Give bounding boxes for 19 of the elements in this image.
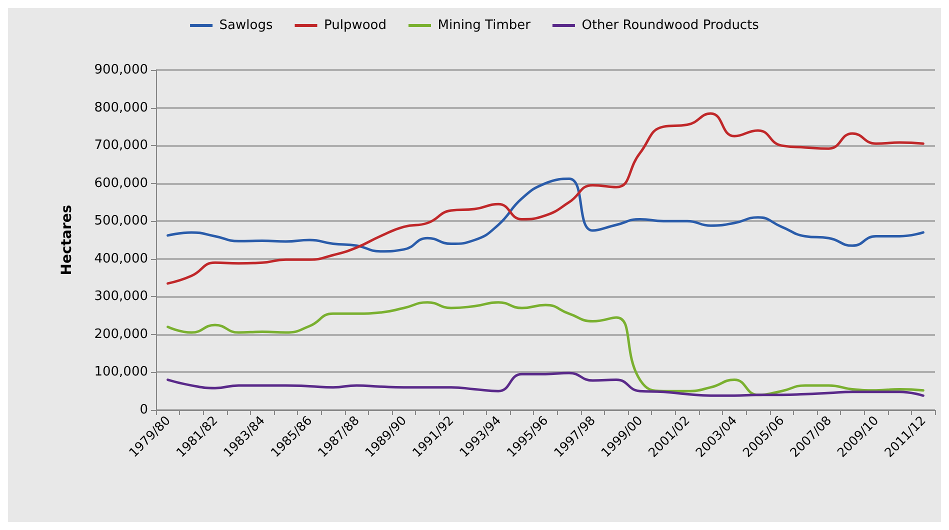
line-series bbox=[166, 372, 924, 397]
line-series bbox=[166, 112, 924, 285]
y-tick-label: 600,000 bbox=[94, 176, 148, 191]
legend-label: Pulpwood bbox=[324, 18, 387, 33]
y-tick-label: 0 bbox=[140, 402, 148, 418]
y-tick-label: 900,000 bbox=[94, 62, 148, 78]
y-tick-label: 300,000 bbox=[94, 289, 148, 304]
line-series bbox=[166, 301, 924, 396]
line-series bbox=[166, 178, 924, 253]
legend-label: Other Roundwood Products bbox=[582, 18, 760, 33]
y-tick-label: 500,000 bbox=[94, 214, 148, 229]
y-tick-label: 100,000 bbox=[94, 364, 148, 380]
y-tick-label: 200,000 bbox=[94, 326, 148, 342]
y-tick-label: 400,000 bbox=[94, 251, 148, 266]
y-tick-label: 800,000 bbox=[94, 100, 148, 116]
legend-label: Mining Timber bbox=[438, 18, 532, 33]
y-tick-label: 700,000 bbox=[94, 138, 148, 154]
y-axis-title: Hectares bbox=[59, 204, 75, 276]
legend-label: Sawlogs bbox=[219, 18, 273, 33]
